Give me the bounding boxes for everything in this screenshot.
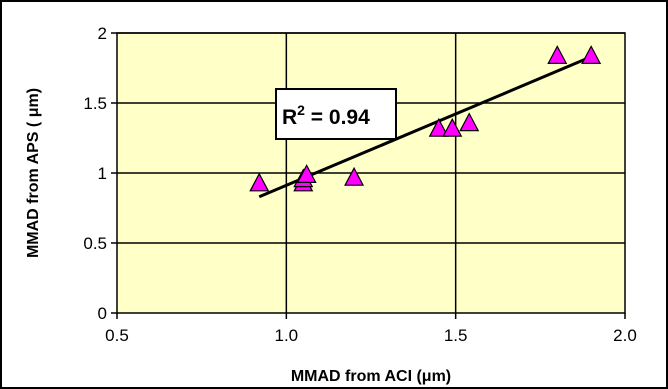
y-axis-title: MMAD from APS ( μm) [25, 88, 42, 258]
r-squared-prefix: R [282, 106, 297, 129]
x-tick-label: 0.5 [105, 326, 129, 345]
y-tick-label: 0.5 [83, 234, 107, 253]
r-squared-superscript: 2 [297, 102, 305, 118]
r-squared-value: = 0.94 [305, 106, 370, 129]
r-squared-annotation: R2 = 0.94 [276, 89, 396, 139]
y-tick-label: 1.5 [83, 94, 107, 113]
r-squared-label: R2 = 0.94 [282, 102, 370, 129]
x-tick-label: 2.0 [613, 326, 637, 345]
y-tick-label: 2 [98, 24, 107, 43]
x-axis-title: MMAD from ACI (μm) [291, 368, 451, 385]
y-tick-label: 0 [98, 304, 107, 323]
y-tick-label: 1 [98, 164, 107, 183]
x-tick-label: 1.5 [444, 326, 468, 345]
x-tick-label: 1.0 [275, 326, 299, 345]
